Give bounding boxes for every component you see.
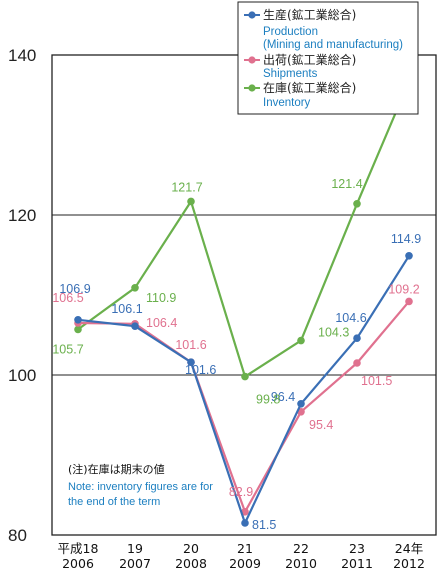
- data-label-0-6: 114.9: [391, 232, 421, 246]
- data-point-2-5: [353, 200, 361, 208]
- data-point-0-5: [353, 334, 361, 343]
- x-tick-label-year-3: 2009: [229, 556, 261, 571]
- data-label-0-3: 81.5: [252, 518, 276, 532]
- data-label-0-4: 96.4: [271, 390, 295, 404]
- data-point-1-5: [353, 359, 361, 367]
- data-label-0-1: 106.1: [111, 302, 142, 316]
- legend: 生産(鉱工業総合) Production(Mining and manufactu…: [237, 1, 419, 115]
- data-point-0-6: [405, 252, 413, 260]
- data-point-0-3: [241, 519, 249, 527]
- data-label-1-2: 101.6: [175, 338, 206, 352]
- legend-marker-2: [248, 84, 256, 92]
- x-tick-label-year-4: 2010: [285, 556, 317, 571]
- data-label-0-5: 104.6: [335, 311, 366, 325]
- x-tick-label-jp-4: 22: [293, 541, 309, 556]
- legend-label-jp-2: 在庫(鉱工業総合): [263, 80, 356, 95]
- data-label-2-0: 105.7: [52, 342, 83, 356]
- x-tick-label-jp-1: 19: [127, 541, 143, 556]
- data-label-1-5: 101.5: [361, 374, 392, 388]
- x-tick-label-year-5: 2011: [341, 556, 373, 571]
- series-line-2: [77, 80, 411, 378]
- data-point-1-3: [241, 508, 249, 516]
- chart-note: (注)在庫は期末の値 Note: inventory figures are f…: [68, 462, 213, 508]
- data-point-2-3: [241, 372, 249, 381]
- data-point-1-6: [405, 297, 413, 306]
- data-label-1-4: 95.4: [309, 418, 333, 432]
- data-label-1-1: 106.4: [146, 316, 177, 330]
- legend-marker-1: [248, 56, 256, 64]
- data-label-1-3: 82.9: [229, 485, 253, 499]
- data-label-1-6: 109.2: [388, 282, 419, 296]
- legend-label-jp-0: 生産(鉱工業総合): [263, 7, 356, 22]
- data-label-2-2: 121.7: [171, 180, 202, 194]
- x-tick-label-year-6: 2012: [393, 556, 425, 571]
- y-tick-label-80: 80: [8, 526, 27, 545]
- x-tick-label-jp-2: 20: [183, 541, 199, 556]
- note-en-line-1: Note: inventory figures are for: [68, 481, 213, 493]
- data-label-1-0: 106.5: [52, 291, 83, 305]
- chart-series: [74, 77, 413, 527]
- x-tick-label-jp-0: 平成18: [58, 541, 99, 556]
- legend-label-en-0-0: Production: [263, 26, 318, 38]
- data-label-0-2: 101.6: [185, 363, 216, 377]
- note-en-line-2: the end of the term: [68, 496, 160, 508]
- y-tick-label-120: 120: [8, 206, 36, 225]
- data-point-0-4: [297, 400, 305, 408]
- data-point-0-0: [74, 316, 82, 324]
- x-tick-label-jp-6: 24年: [395, 541, 423, 556]
- data-point-2-2: [187, 197, 195, 206]
- data-point-2-0: [74, 325, 82, 334]
- note-jp: (注)在庫は期末の値: [68, 462, 165, 476]
- data-point-2-1: [131, 284, 139, 292]
- data-point-0-1: [131, 322, 139, 331]
- legend-label-en-1-0: Shipments: [263, 68, 318, 80]
- data-point-2-4: [297, 336, 305, 345]
- data-label-2-5: 121.4: [331, 177, 362, 191]
- chart-axes: 80100120140平成182006192007202008212009222…: [8, 46, 437, 571]
- data-label-2-3: 99.8: [256, 393, 280, 407]
- data-point-0-2: [187, 358, 195, 367]
- legend-box: [237, 1, 419, 115]
- x-tick-label-year-2: 2008: [175, 556, 207, 571]
- data-labels: 106.9 106.1 101.6 81.5 96.4 104.6 114.9 106.5 10…: [52, 59, 421, 532]
- x-tick-label-year-0: 2006: [62, 556, 94, 571]
- x-tick-label-jp-3: 21: [237, 541, 253, 556]
- x-tick-label-year-1: 2007: [119, 556, 151, 571]
- y-tick-label-140: 140: [8, 46, 36, 65]
- data-label-0-0: 106.9: [59, 282, 90, 296]
- data-label-2-4: 104.3: [318, 326, 349, 340]
- y-tick-label-100: 100: [8, 366, 36, 385]
- legend-marker-0: [248, 11, 256, 19]
- legend-label-en-2-0: Inventory: [263, 97, 311, 109]
- legend-label-jp-1: 出荷(鉱工業総合): [263, 52, 356, 67]
- data-label-2-1: 110.9: [146, 291, 176, 305]
- x-tick-label-jp-5: 23: [349, 541, 365, 556]
- legend-label-en-0-1: (Mining and manufacturing): [263, 39, 403, 51]
